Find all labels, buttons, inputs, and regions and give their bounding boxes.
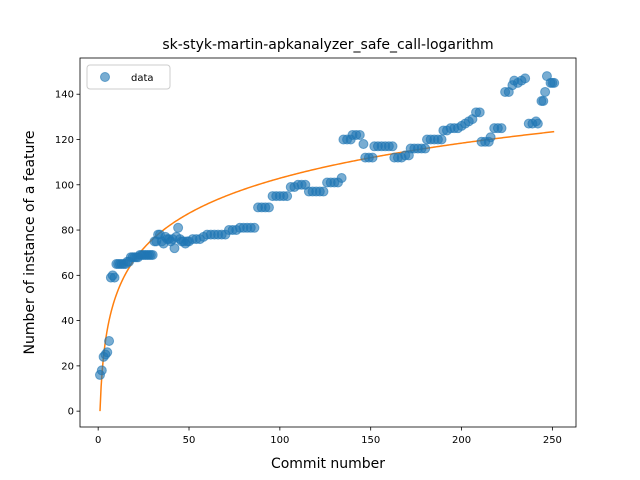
y-axis-label: Number of instance of a feature	[22, 131, 38, 355]
data-point	[358, 139, 369, 150]
legend-marker-data	[100, 72, 110, 82]
data-point	[249, 222, 260, 233]
y-axis-ticks: 0 20 40 60 80 100 120 140	[55, 90, 80, 418]
data-point	[540, 86, 551, 97]
data-point	[485, 132, 496, 143]
y-tick-label: 120	[55, 135, 74, 146]
data-point	[169, 243, 180, 254]
data-point	[354, 129, 365, 140]
data-point	[104, 335, 115, 346]
data-point	[318, 186, 329, 197]
y-tick-label: 40	[61, 316, 74, 327]
fit-line-layer	[99, 130, 555, 412]
axes-frame	[79, 57, 577, 428]
legend-label-data: data	[131, 73, 154, 84]
data-point	[474, 107, 485, 118]
data-point	[282, 191, 293, 202]
legend: data	[86, 64, 171, 90]
x-tick-label: 100	[270, 435, 289, 446]
data-point	[496, 123, 507, 134]
data-point	[263, 202, 274, 213]
data-point	[102, 347, 113, 358]
fit-line	[99, 130, 555, 412]
data-point	[387, 141, 398, 152]
data-point	[520, 73, 531, 84]
x-axis-ticks: 0 50 100 150 200 250	[95, 427, 562, 446]
x-tick-label: 200	[452, 435, 471, 446]
data-point	[367, 152, 378, 163]
y-tick-label: 20	[61, 361, 74, 372]
x-tick-label: 0	[95, 435, 101, 446]
data-point	[549, 77, 560, 88]
x-tick-label: 150	[361, 435, 380, 446]
data-points-layer	[94, 71, 560, 380]
data-point	[420, 143, 431, 154]
y-tick-label: 100	[55, 180, 74, 191]
x-tick-label: 250	[543, 435, 562, 446]
y-tick-label: 60	[61, 271, 74, 282]
data-point	[336, 172, 347, 183]
data-point	[173, 222, 184, 233]
x-axis-label: Commit number	[271, 456, 385, 472]
y-tick-label: 140	[55, 90, 74, 101]
data-point	[147, 249, 158, 260]
y-tick-label: 0	[68, 407, 74, 418]
plot-area	[94, 71, 560, 412]
x-tick-label: 50	[183, 435, 196, 446]
data-point	[436, 134, 447, 145]
data-point	[538, 96, 549, 107]
data-point	[96, 365, 107, 376]
data-point	[109, 272, 120, 283]
legend-box	[86, 64, 171, 90]
y-tick-label: 80	[61, 226, 74, 237]
data-point	[532, 118, 543, 129]
chart-title: sk-styk-martin-apkanalyzer_safe_call-log…	[162, 37, 493, 53]
